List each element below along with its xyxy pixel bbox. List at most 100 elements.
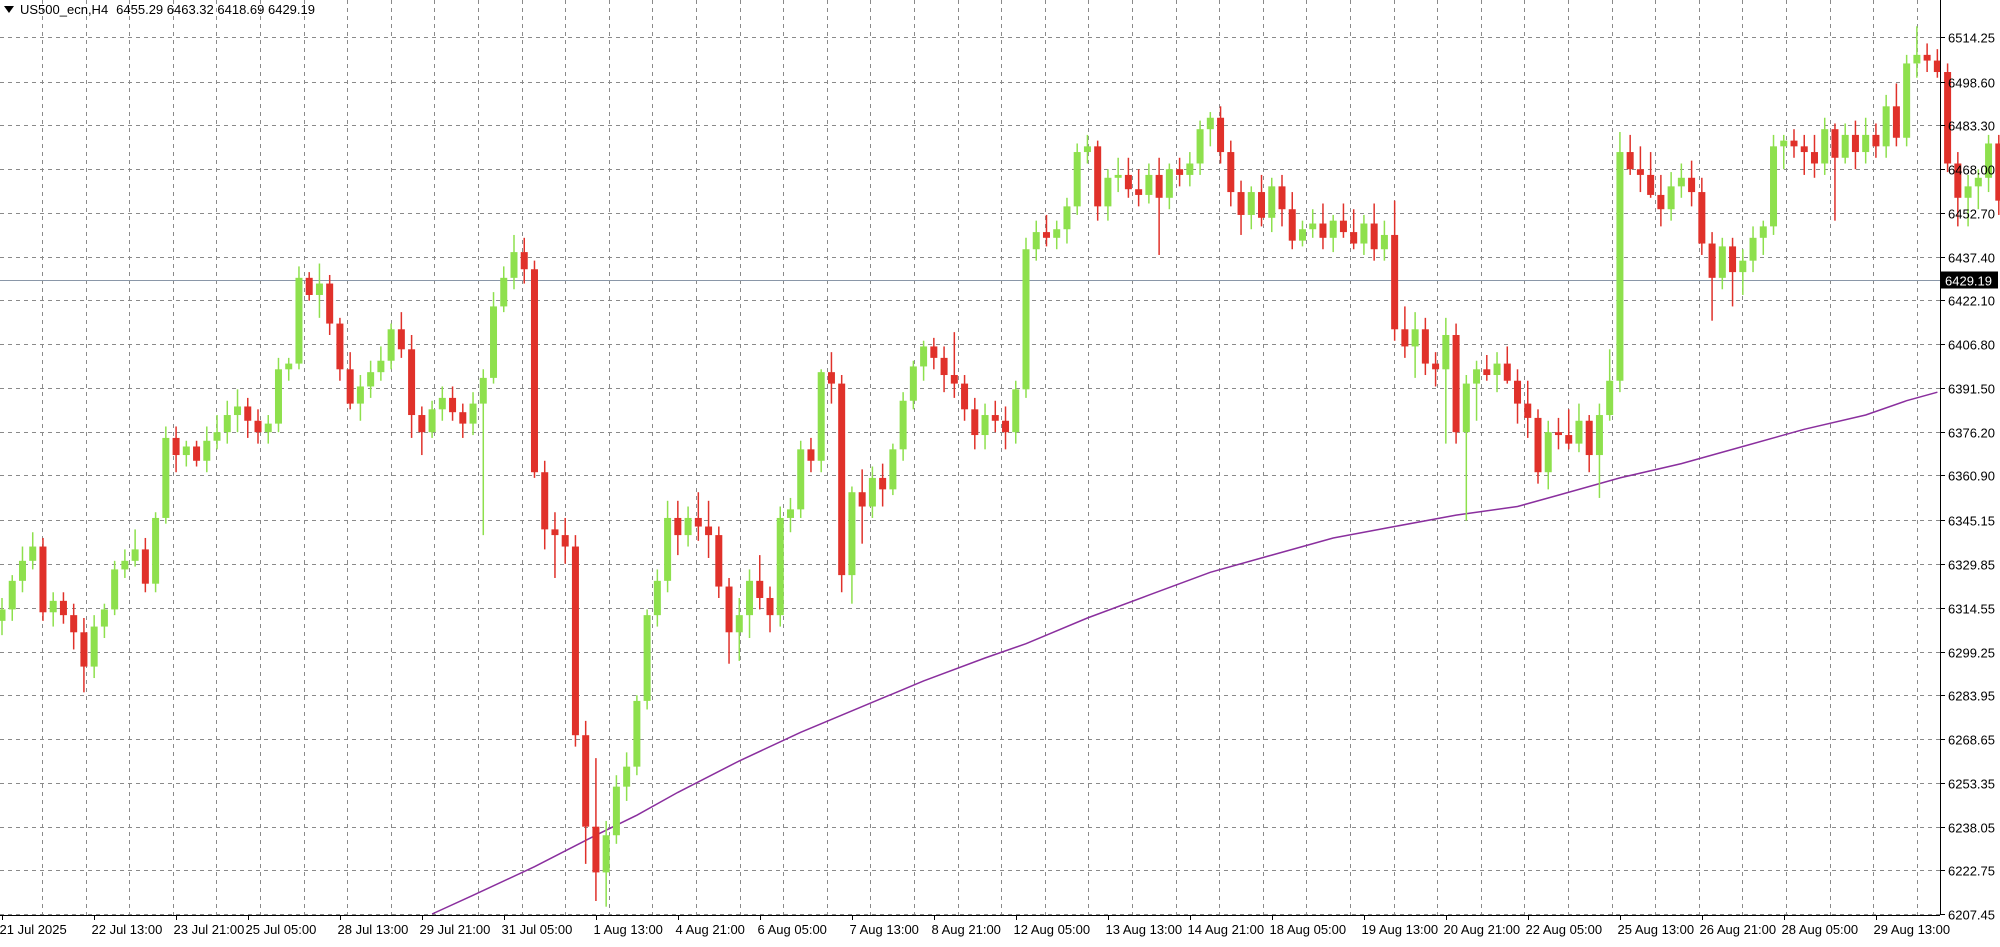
- candle-body: [541, 472, 549, 530]
- time-tick-label: 20 Aug 21:00: [1444, 922, 1521, 937]
- candle-bull: [612, 775, 620, 844]
- candle-bull: [643, 609, 651, 710]
- candle-bull: [664, 500, 672, 593]
- candle-bear: [961, 375, 969, 421]
- candle-bear: [1872, 123, 1880, 158]
- candle-bear: [1288, 192, 1296, 250]
- candle-bear: [1176, 157, 1184, 187]
- candle-bear: [950, 332, 958, 398]
- time-tick-label: 29 Aug 13:00: [1874, 922, 1951, 937]
- candle-body: [305, 277, 313, 295]
- candle-bull: [1974, 169, 1982, 210]
- candle-body: [1421, 329, 1429, 364]
- candle-body: [1923, 54, 1931, 61]
- candle-bull: [1206, 112, 1214, 147]
- candle-body: [1974, 177, 1982, 187]
- candle-bull: [1473, 360, 1481, 421]
- candle-body: [1954, 163, 1962, 198]
- candle-body: [1831, 129, 1839, 158]
- ohlc-readout: 6455.29 6463.32 6418.69 6429.19: [116, 2, 315, 17]
- price-axis[interactable]: 6514.25 6498.60 6483.30 6468.00 6452.70 6437.…: [1940, 0, 1995, 923]
- candle-body: [1329, 220, 1337, 238]
- candle-bear: [530, 260, 538, 478]
- candle-body: [1964, 186, 1972, 198]
- candle-bear: [879, 463, 887, 507]
- candle-body: [182, 446, 190, 456]
- candle-body: [623, 766, 631, 787]
- candle-body: [1647, 174, 1655, 195]
- candle-body: [879, 477, 887, 490]
- dropdown-triangle-icon[interactable]: [4, 6, 14, 13]
- candle-body: [141, 549, 149, 584]
- time-tick-label: 18 Aug 05:00: [1270, 922, 1347, 937]
- candle-bull: [1012, 380, 1020, 444]
- candle-bear: [520, 237, 528, 284]
- time-tick-label: 29 Jul 21:00: [420, 922, 491, 937]
- candle-bull: [0, 597, 6, 636]
- candle-body: [387, 329, 395, 361]
- time-tick-label: 28 Jul 13:00: [338, 922, 409, 937]
- candle-bear: [1534, 409, 1542, 484]
- candle-body: [920, 346, 928, 367]
- candle-bear: [141, 537, 149, 593]
- candle-body: [1268, 186, 1276, 218]
- candle-body: [940, 357, 948, 376]
- candle-body: [715, 535, 723, 587]
- candle-bear: [346, 352, 354, 410]
- candle-body: [817, 372, 825, 461]
- candle-body: [664, 517, 672, 581]
- candle-body: [1350, 232, 1358, 244]
- candle-bull: [920, 340, 928, 381]
- candle-bear: [756, 555, 764, 610]
- candle-body: [59, 600, 67, 616]
- candle-body: [1657, 194, 1665, 210]
- candle-bull: [377, 346, 385, 381]
- candle-body: [408, 349, 416, 416]
- candle-bull: [8, 575, 16, 621]
- candle-bear: [827, 352, 835, 404]
- candle-bear: [39, 537, 47, 621]
- time-tick-label: 23 Jul 21:00: [174, 922, 245, 937]
- candle-body: [1913, 54, 1921, 64]
- candle-bull: [121, 549, 129, 578]
- candle-body: [377, 360, 385, 373]
- candle-bull: [1841, 123, 1849, 164]
- candle-body: [1534, 417, 1542, 473]
- candle-bull: [1032, 220, 1040, 261]
- candle-bear: [172, 426, 180, 473]
- candle-bear: [1278, 174, 1286, 227]
- candle-bull: [1616, 132, 1624, 393]
- candle-body: [1278, 186, 1286, 210]
- candle-body: [1677, 177, 1685, 187]
- candle-bull: [1606, 349, 1614, 421]
- candle-body: [674, 517, 682, 536]
- candle-body: [1626, 152, 1634, 170]
- candle-body: [1790, 140, 1798, 147]
- price-tick-label: 6207.45: [1948, 908, 1995, 923]
- candle-body: [1749, 237, 1757, 261]
- candle-body: [346, 369, 354, 404]
- candle-body: [274, 369, 282, 424]
- time-axis[interactable]: 21 Jul 2025 22 Jul 13:00 23 Jul 21:00 25 Ju…: [0, 915, 1950, 937]
- candle-bull: [653, 569, 661, 627]
- candle-bear: [971, 397, 979, 450]
- candle-body: [1319, 223, 1327, 238]
- candle-body: [1309, 223, 1317, 230]
- candle-bear: [418, 406, 426, 456]
- candle-body: [1104, 177, 1112, 207]
- candle-body: [244, 406, 252, 421]
- candle-bear: [571, 535, 579, 747]
- candle-bull: [1411, 312, 1419, 378]
- candle-body: [39, 546, 47, 613]
- candle-body: [1196, 129, 1204, 164]
- candle-body: [961, 383, 969, 410]
- candle-bull: [786, 497, 794, 533]
- price-tick-label: 6483.30: [1948, 119, 1995, 134]
- candle-bear: [1483, 355, 1491, 381]
- time-tick-label: 4 Aug 21:00: [676, 922, 745, 937]
- candle-bull: [1309, 209, 1317, 238]
- candle-body: [1217, 117, 1225, 153]
- candle-body: [111, 569, 119, 610]
- candle-body: [0, 609, 6, 621]
